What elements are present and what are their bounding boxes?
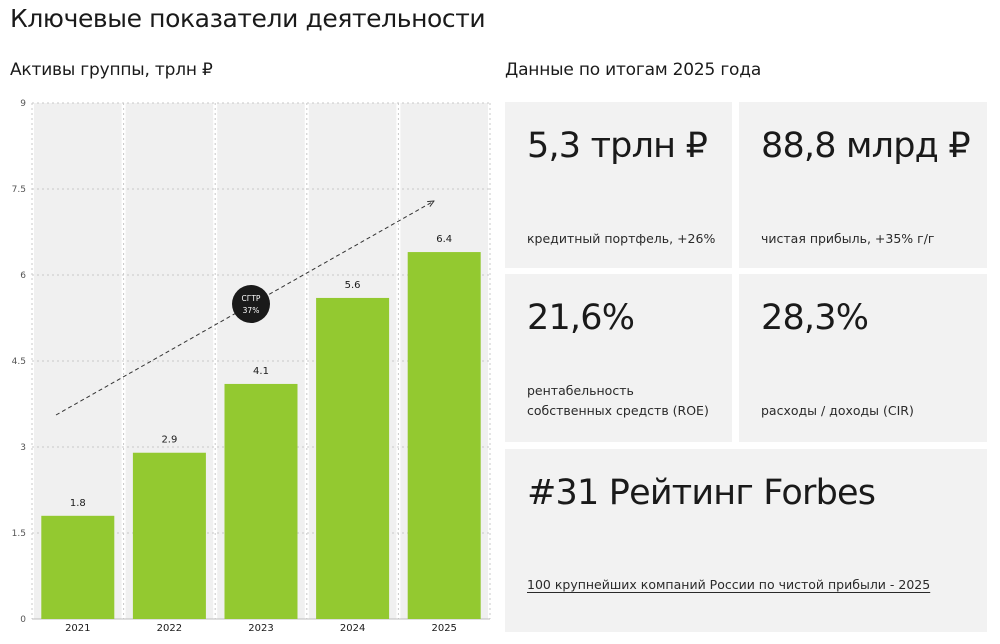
loan-portfolio-caption: кредитный портфель, +26% xyxy=(527,231,716,246)
y-tick-label: 1.5 xyxy=(12,529,26,539)
y-tick-label: 6 xyxy=(20,271,26,281)
bar xyxy=(316,297,390,619)
page-title: Ключевые показатели деятельности xyxy=(10,4,486,33)
forbes-caption: 100 крупнейших компаний России по чистой… xyxy=(527,577,931,592)
loan-portfolio-card: 5,3 трлн ₽ кредитный портфель, +26% xyxy=(505,102,732,268)
chart-title: Активы группы, трлн ₽ xyxy=(10,60,213,80)
bar xyxy=(407,252,481,620)
data-label: 2.9 xyxy=(161,435,177,446)
x-tick-label: 2023 xyxy=(248,623,273,634)
data-label: 1.8 xyxy=(70,498,86,509)
bar xyxy=(41,515,115,619)
side-title: Данные по итогам 2025 года xyxy=(505,60,762,80)
cir-caption: расходы / доходы (CIR) xyxy=(761,403,914,418)
forbes-value: #31 Рейтинг Forbes xyxy=(527,473,876,513)
net-profit-caption: чистая прибыль, +35% г/г xyxy=(761,231,935,246)
roe-caption-line1: рентабельность xyxy=(527,383,634,398)
data-label: 6.4 xyxy=(436,234,452,245)
loan-portfolio-value: 5,3 трлн ₽ xyxy=(527,126,708,166)
assets-bar-chart: 1.8 2.9 4.1 5.6 6.4 0 1.5 3 4.5 6 7.5 9 2021 2022 202… xyxy=(12,99,491,634)
x-tick-label: 2025 xyxy=(431,623,456,634)
forbes-card: #31 Рейтинг Forbes 100 крупнейших компан… xyxy=(505,449,987,632)
roe-value: 21,6% xyxy=(527,298,635,338)
net-profit-value: 88,8 млрд ₽ xyxy=(761,126,971,166)
roe-caption-line2: собственных средств (ROE) xyxy=(527,403,709,418)
y-tick-label: 4.5 xyxy=(12,357,26,367)
y-tick-label: 7.5 xyxy=(12,185,26,195)
cir-card: 28,3% расходы / доходы (CIR) xyxy=(739,274,987,442)
y-tick-label: 0 xyxy=(20,615,26,625)
cagr-badge-label: СГТР xyxy=(242,294,261,303)
cir-value: 28,3% xyxy=(761,298,869,338)
roe-card: 21,6% рентабельность собственных средств… xyxy=(505,274,732,442)
data-label: 4.1 xyxy=(253,366,269,377)
net-profit-card: 88,8 млрд ₽ чистая прибыль, +35% г/г xyxy=(739,102,987,268)
bar xyxy=(132,452,206,619)
bar xyxy=(224,383,298,619)
cagr-badge xyxy=(232,285,270,323)
x-tick-label: 2022 xyxy=(157,623,182,634)
cagr-badge-value: 37% xyxy=(243,306,260,315)
y-tick-label: 3 xyxy=(20,443,26,453)
x-tick-label: 2024 xyxy=(340,623,365,634)
x-tick-label: 2021 xyxy=(65,623,90,634)
data-label: 5.6 xyxy=(345,280,361,291)
y-tick-label: 9 xyxy=(20,99,26,109)
